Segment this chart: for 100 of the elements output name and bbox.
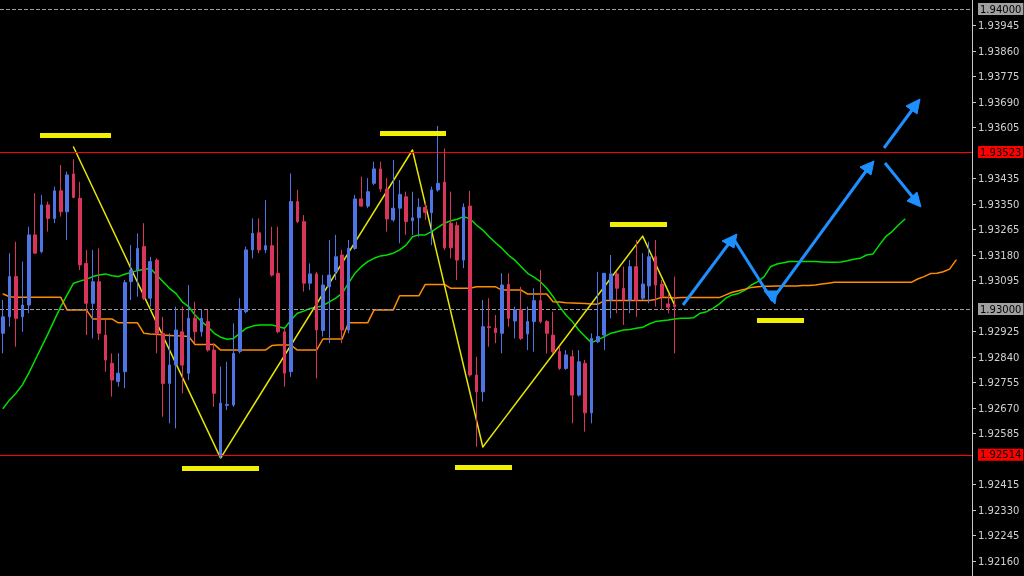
candlestick bbox=[398, 179, 402, 244]
candlestick bbox=[257, 217, 261, 254]
candlestick bbox=[168, 332, 171, 424]
candlestick bbox=[590, 332, 593, 424]
y-tick-label: 1.93860 bbox=[978, 45, 1020, 57]
y-tick-label: 1.93690 bbox=[978, 96, 1020, 108]
candlestick bbox=[487, 297, 491, 348]
candlestick bbox=[148, 256, 152, 308]
candlestick bbox=[519, 286, 523, 341]
candlestick bbox=[545, 319, 549, 354]
candlestick bbox=[1, 299, 5, 354]
candlestick bbox=[53, 186, 56, 224]
candlestick bbox=[136, 232, 139, 298]
candlestick bbox=[551, 311, 555, 354]
candlestick bbox=[615, 271, 619, 314]
candlestick bbox=[180, 306, 184, 394]
ref-line-label: 1.93000 bbox=[980, 303, 1022, 315]
candlestick bbox=[289, 172, 293, 378]
candlestick bbox=[366, 177, 370, 209]
candlestick bbox=[206, 309, 210, 353]
candlestick bbox=[244, 246, 248, 314]
candlestick bbox=[417, 197, 421, 238]
candlestick bbox=[212, 342, 216, 408]
candlestick bbox=[654, 239, 657, 308]
candlestick bbox=[609, 254, 613, 319]
candlestick bbox=[666, 292, 670, 314]
y-tick-label: 1.93775 bbox=[978, 71, 1020, 82]
candlestick bbox=[142, 222, 146, 301]
line-series bbox=[2, 215, 906, 410]
candlestick bbox=[411, 191, 414, 236]
candlestick bbox=[436, 125, 440, 193]
candlestick bbox=[507, 272, 510, 328]
candlestick bbox=[391, 159, 395, 223]
candlestick bbox=[65, 171, 69, 241]
candlestick bbox=[302, 214, 306, 293]
candlestick bbox=[219, 366, 222, 460]
candlestick bbox=[97, 247, 101, 341]
y-tick-label: 1.92415 bbox=[978, 479, 1020, 490]
y-tick-label: 1.92755 bbox=[978, 377, 1020, 388]
candlestick bbox=[21, 261, 24, 333]
candlestick bbox=[513, 306, 517, 339]
y-tick-label: 1.93095 bbox=[978, 275, 1020, 286]
candlestick bbox=[634, 239, 638, 318]
candlestick bbox=[404, 191, 408, 236]
candlestick bbox=[161, 316, 165, 418]
candlestick bbox=[558, 346, 561, 371]
candlestick bbox=[583, 359, 587, 433]
candlestick bbox=[8, 252, 11, 328]
candlestick bbox=[673, 276, 676, 354]
y-tick-label: 1.92670 bbox=[978, 402, 1020, 414]
y-tick-label: 1.93265 bbox=[978, 224, 1020, 235]
candlestick bbox=[347, 239, 350, 334]
candlestick bbox=[33, 192, 37, 254]
line-series bbox=[72, 146, 676, 459]
candlestick bbox=[40, 194, 43, 254]
candlestick bbox=[641, 252, 645, 301]
candlestick bbox=[225, 361, 229, 411]
candlestick bbox=[385, 177, 389, 233]
candlestick bbox=[340, 249, 344, 344]
line-series bbox=[2, 259, 957, 351]
candlestick bbox=[660, 279, 664, 311]
y-tick-label: 1.93945 bbox=[978, 20, 1020, 31]
y-tick-label: 1.92585 bbox=[978, 428, 1020, 439]
candlestick bbox=[455, 221, 459, 281]
candlestick bbox=[628, 259, 632, 314]
candlestick bbox=[622, 266, 625, 326]
candlestick bbox=[423, 202, 427, 221]
candlestick bbox=[238, 297, 242, 354]
candlestick bbox=[27, 226, 31, 314]
candlestick bbox=[564, 349, 568, 371]
y-tick-label: 1.92330 bbox=[978, 504, 1020, 516]
candlestick bbox=[494, 314, 497, 344]
candlestick bbox=[270, 226, 274, 278]
candlestick bbox=[379, 161, 382, 193]
candlestick bbox=[78, 181, 82, 271]
candlestick bbox=[475, 356, 478, 448]
candlestick bbox=[110, 352, 114, 398]
candlestick bbox=[526, 306, 529, 351]
candlestick bbox=[500, 272, 504, 354]
candlestick bbox=[200, 309, 203, 338]
candlestick bbox=[264, 199, 267, 254]
candlestick bbox=[193, 301, 197, 344]
ref-line-label: 1.93523 bbox=[980, 146, 1022, 158]
candlestick bbox=[430, 186, 433, 246]
candlestick bbox=[91, 249, 95, 339]
candlestick bbox=[187, 284, 190, 381]
candlestick bbox=[59, 164, 63, 218]
candlestick bbox=[116, 352, 120, 388]
candlestick bbox=[577, 349, 581, 398]
candlestick bbox=[596, 271, 600, 344]
candlestick bbox=[570, 349, 574, 424]
candlestick bbox=[462, 202, 465, 269]
candlestick bbox=[46, 201, 50, 233]
candlestick bbox=[647, 241, 651, 304]
candlestick bbox=[334, 234, 338, 281]
candlestick bbox=[232, 322, 235, 408]
candlestick bbox=[123, 279, 127, 389]
y-tick-label: 1.92160 bbox=[978, 555, 1020, 567]
candlestick bbox=[468, 190, 472, 378]
candlestick bbox=[449, 191, 453, 259]
